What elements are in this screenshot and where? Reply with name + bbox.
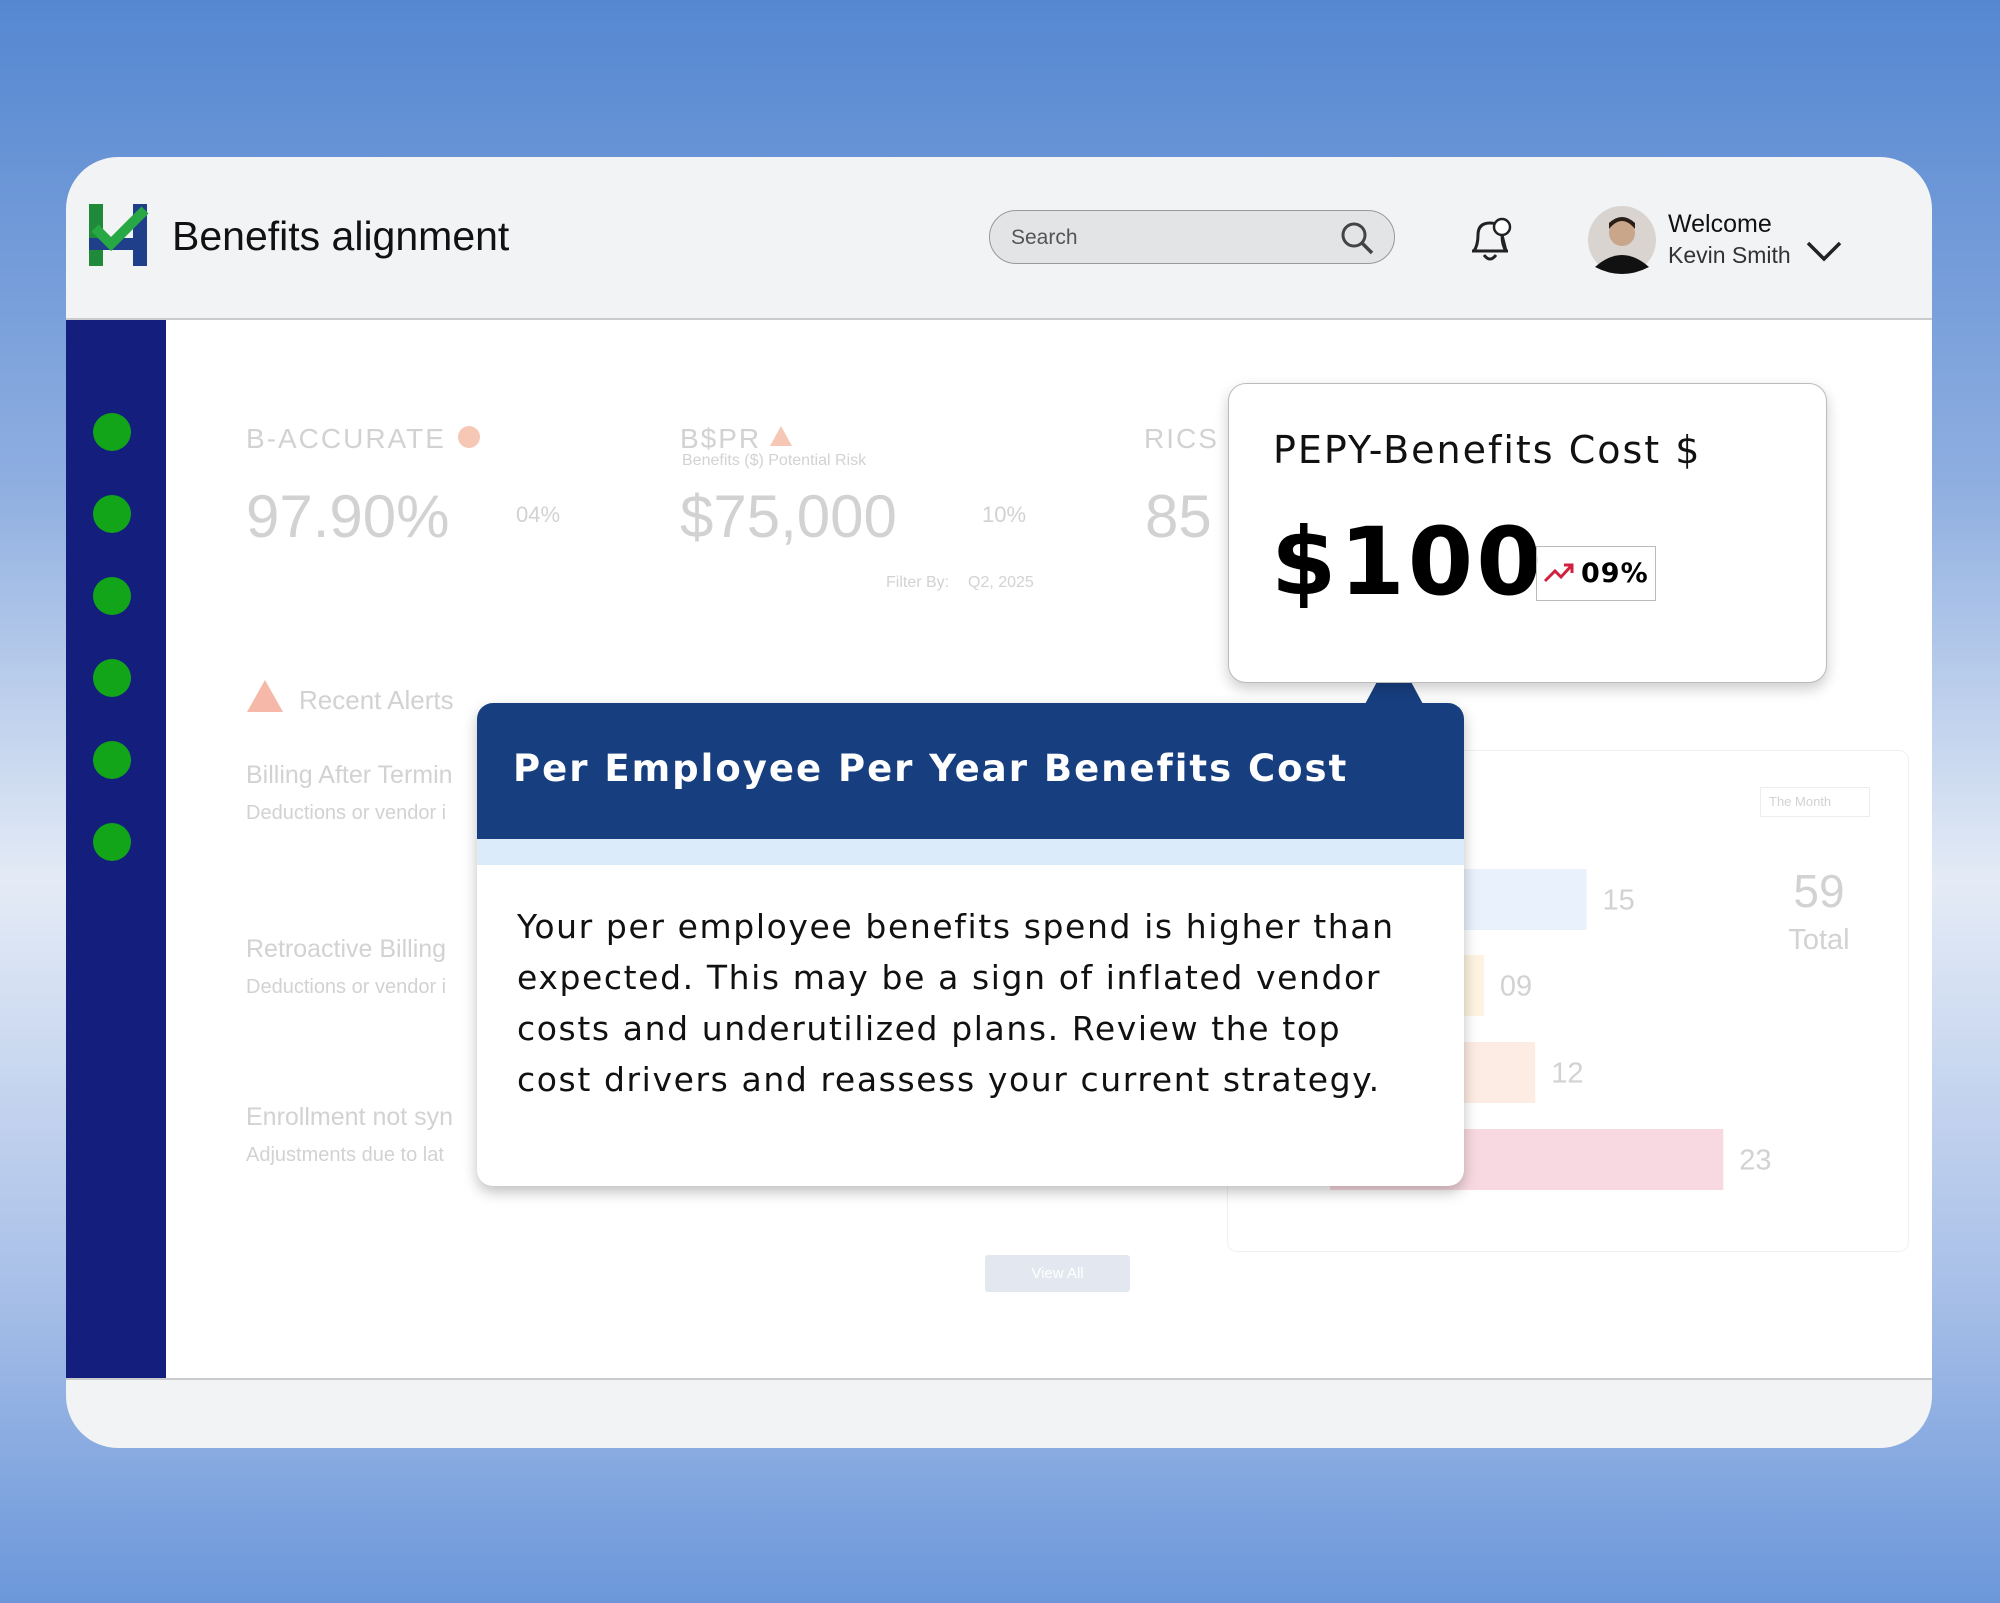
popup-card: PEPY-Benefits Cost $ $100 09% [1228,383,1827,683]
period-dropdown[interactable]: The Month [1760,787,1870,817]
user-name: Kevin Smith [1668,242,1791,268]
popup-value: $100 [1271,508,1545,617]
nav-dot[interactable] [93,659,131,697]
tooltip: Per Employee Per Year Benefits Cost Your… [477,703,1464,1186]
tooltip-strip [477,839,1464,865]
header-divider [66,318,1932,320]
alert-subtitle: Deductions or vendor i [246,802,447,824]
metric-change: 10% [982,502,1027,527]
alert-title: Enrollment not syn [246,1103,454,1131]
metric-value: 85 [1145,483,1212,550]
sidebar-icons [93,413,131,861]
warning-icon [770,426,792,446]
nav-dot[interactable] [93,577,131,615]
nav-dot[interactable] [93,823,131,861]
metric-subtitle: Benefits ($) Potential Risk [682,452,867,469]
tooltip-title: Per Employee Per Year Benefits Cost [513,747,1349,790]
sidebar [66,320,166,1378]
change-badge: 09% [1536,546,1656,601]
search-placeholder: Search [1011,226,1078,249]
notification-bell[interactable] [1464,213,1516,265]
search-box[interactable]: Search [989,210,1395,264]
popup-title: PEPY-Benefits Cost $ [1273,428,1702,472]
total-value: 59 [1793,865,1844,917]
trend-icon [1543,563,1574,583]
view-all-button[interactable]: View All [985,1255,1130,1292]
welcome-text: Welcome [1668,210,1772,238]
nav-dot[interactable] [93,741,131,779]
nav-dot[interactable] [93,413,131,451]
filter-value[interactable]: Q2, 2025 [968,574,1034,591]
metric-label: RICS [1144,423,1219,454]
bar-value-label: 09 [1500,971,1532,1003]
nav-dot[interactable] [93,495,131,533]
info-icon [458,426,480,448]
search-icon [1341,222,1374,255]
metric-value: $75,000 [680,483,897,550]
logo [89,204,149,266]
metric-label: B-ACCURATE [246,423,446,454]
alert-title: Retroactive Billing [246,935,447,963]
tooltip-header [477,703,1464,839]
app-title: Benefits alignment [172,213,510,259]
alert-subtitle: Deductions or vendor i [246,976,447,998]
alerts-title: Recent Alerts [299,685,454,715]
footer-divider [66,1378,1932,1380]
alert-subtitle: Adjustments due to lat [246,1144,444,1166]
alert-icon [247,680,283,712]
bar-value-label: 12 [1551,1058,1583,1090]
popup-change: 09% [1581,558,1649,589]
bar-value-label: 23 [1739,1145,1771,1177]
filter-label: Filter By: [886,574,950,591]
metric-value: 97.90% [246,483,450,550]
avatar[interactable] [1587,205,1657,275]
user-menu-chevron[interactable] [1804,239,1844,265]
metric-label: B$PR [680,423,762,454]
alert-title: Billing After Termin [246,761,453,789]
tooltip-body: Your per employee benefits spend is high… [517,907,1395,1099]
total-label: Total [1788,924,1849,956]
bar-value-label: 15 [1603,885,1635,917]
metric-change: 04% [516,502,561,527]
